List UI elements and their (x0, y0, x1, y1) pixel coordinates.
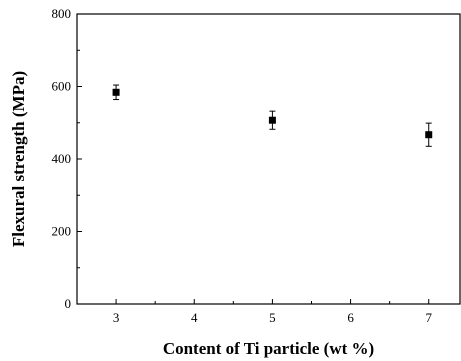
y-axis-title: Flexural strength (MPa) (9, 71, 28, 247)
data-point-marker (112, 88, 120, 96)
data-point-group (268, 110, 276, 130)
x-tick-label: 6 (347, 310, 354, 325)
x-axis-title: Content of Ti particle (wt %) (163, 339, 374, 358)
y-tick-label: 0 (65, 296, 72, 311)
y-tick-label: 200 (52, 224, 72, 239)
x-tick-label: 4 (191, 310, 198, 325)
tick-labels: 0 200 400 600 800 3 4 5 6 7 (52, 6, 433, 325)
x-tick-label: 7 (425, 310, 432, 325)
x-tick-label: 3 (113, 310, 120, 325)
plot-frame (76, 13, 461, 305)
data-points (112, 84, 433, 147)
y-tick-label: 600 (52, 79, 72, 94)
data-point-marker (268, 116, 276, 124)
plot-border (76, 13, 461, 305)
data-point-group (112, 84, 120, 101)
data-point-marker (425, 131, 433, 139)
axis-ticks (77, 13, 430, 305)
y-tick-label: 400 (52, 151, 72, 166)
x-tick-label: 5 (269, 310, 276, 325)
y-tick-label: 800 (52, 6, 72, 21)
data-point-group (425, 122, 433, 147)
